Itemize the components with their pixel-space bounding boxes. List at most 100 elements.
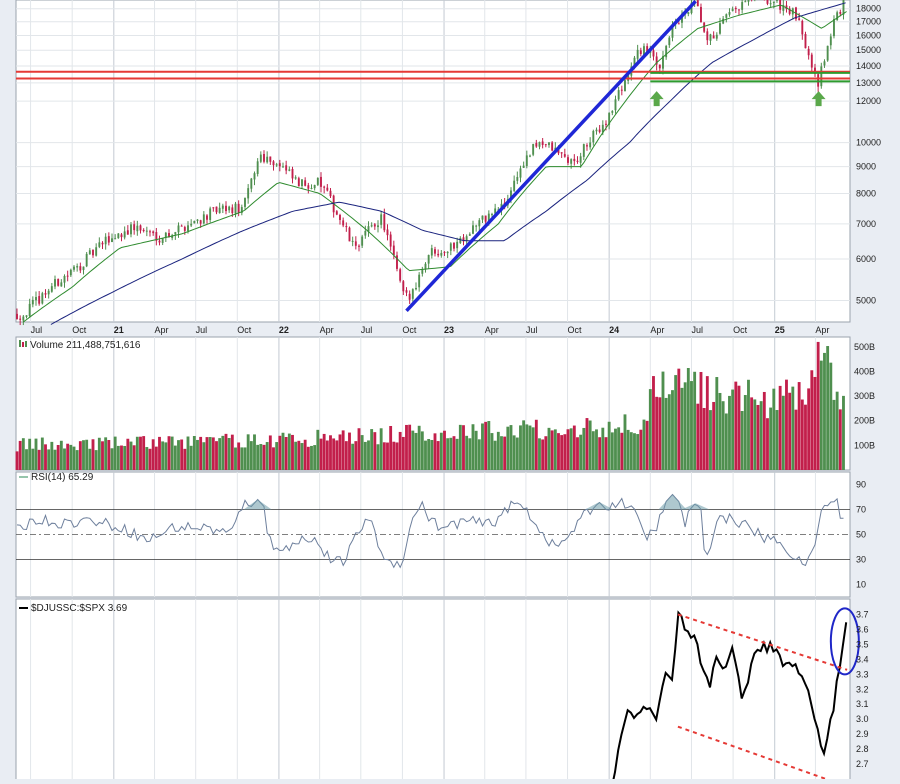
- volume-bar: [579, 434, 583, 470]
- candle-body: [367, 226, 370, 232]
- volume-bar: [56, 445, 60, 470]
- ratio-y-tick: 3.0: [856, 714, 869, 724]
- candle-body: [434, 249, 436, 254]
- volume-bar: [769, 407, 773, 470]
- volume-bar: [110, 448, 114, 470]
- volume-bar: [211, 437, 215, 470]
- volume-bar: [750, 397, 754, 470]
- volume-bar: [113, 436, 117, 470]
- candle-body: [250, 178, 253, 189]
- candle-body: [259, 154, 262, 162]
- candle-body: [85, 253, 88, 267]
- x-tick-label: Jul: [361, 325, 373, 335]
- volume-label: Volume 211,488,751,616: [30, 340, 141, 351]
- candle-body: [459, 237, 462, 243]
- volume-bar: [132, 445, 136, 470]
- candle-body: [687, 12, 690, 14]
- volume-bar: [360, 435, 364, 470]
- candle-body: [421, 269, 424, 274]
- volume-bar: [408, 424, 412, 470]
- candle-body: [782, 4, 785, 11]
- candle-body: [396, 255, 398, 269]
- ratio-y-tick: 2.9: [856, 729, 869, 739]
- candle-body: [354, 241, 357, 246]
- x-tick-label: Apr: [155, 325, 169, 335]
- candle-body: [237, 203, 240, 213]
- ma-slow-line: [50, 2, 846, 325]
- candle-body: [73, 266, 75, 270]
- volume-bar: [604, 437, 608, 470]
- volume-bar: [607, 421, 611, 470]
- candle-body: [481, 215, 484, 220]
- candle-body: [541, 141, 544, 145]
- volume-bar: [826, 346, 830, 470]
- candle-body: [437, 253, 440, 256]
- volume-bar: [474, 430, 478, 470]
- candle-body: [221, 205, 224, 209]
- volume-bar: [417, 425, 421, 470]
- y-tick-label: 15000: [856, 45, 881, 55]
- volume-bar: [53, 449, 57, 470]
- candle-body: [92, 249, 94, 256]
- volume-bar: [781, 395, 785, 470]
- volume-bar: [819, 360, 823, 470]
- volume-bar: [572, 425, 576, 470]
- candle-body: [323, 186, 326, 188]
- candle-body: [706, 31, 709, 41]
- candle-body: [408, 293, 411, 300]
- candle-body: [513, 180, 516, 191]
- candle-body: [120, 234, 123, 238]
- volume-bar: [183, 448, 187, 470]
- candle-body: [611, 111, 614, 113]
- volume-bar: [775, 410, 779, 470]
- volume-bar: [693, 371, 697, 470]
- volume-bar: [348, 432, 351, 470]
- candle-body: [351, 240, 354, 242]
- candle-body: [658, 64, 661, 69]
- volume-bar: [59, 440, 63, 470]
- candle-body: [829, 36, 832, 46]
- volume-bar: [791, 386, 795, 470]
- candle-body: [820, 66, 823, 87]
- candle-body: [601, 124, 604, 133]
- volume-bar: [50, 441, 54, 470]
- candle-body: [548, 142, 550, 146]
- volume-bar: [82, 440, 85, 470]
- volume-bar: [322, 433, 326, 470]
- ratio-y-tick: 3.1: [856, 699, 869, 709]
- candle-body: [38, 296, 41, 304]
- volume-bar: [484, 421, 488, 470]
- volume-bar: [367, 440, 370, 470]
- volume-bar: [303, 439, 307, 470]
- candle-body: [589, 142, 592, 148]
- volume-bar: [671, 390, 674, 470]
- candle-body: [158, 240, 161, 243]
- candle-body: [703, 22, 706, 32]
- volume-bar: [468, 438, 472, 470]
- ma-fast-line: [23, 4, 847, 323]
- candle-body: [472, 225, 474, 234]
- candle-body: [54, 279, 56, 287]
- volume-bar: [240, 447, 244, 470]
- candle-body: [66, 275, 69, 277]
- volume-bar: [595, 429, 598, 470]
- candle-body: [95, 247, 98, 256]
- candle-body: [225, 205, 227, 212]
- volume-bar: [515, 437, 519, 470]
- volume-bar: [208, 437, 212, 470]
- x-tick-label: Jul: [31, 325, 43, 335]
- candle-body: [88, 250, 91, 255]
- volume-bar: [382, 442, 386, 470]
- volume-bar: [807, 388, 811, 470]
- volume-bar: [294, 441, 298, 470]
- volume-bar: [731, 389, 735, 470]
- volume-bar: [427, 439, 431, 470]
- volume-bar: [823, 352, 826, 470]
- volume-y-tick: 200B: [854, 416, 875, 426]
- volume-bar: [810, 370, 814, 470]
- candle-body: [747, 0, 750, 2]
- candle-body: [263, 154, 265, 162]
- candle-body: [665, 46, 668, 58]
- rsi-y-tick: 10: [856, 580, 866, 590]
- x-tick-label: 22: [279, 325, 289, 335]
